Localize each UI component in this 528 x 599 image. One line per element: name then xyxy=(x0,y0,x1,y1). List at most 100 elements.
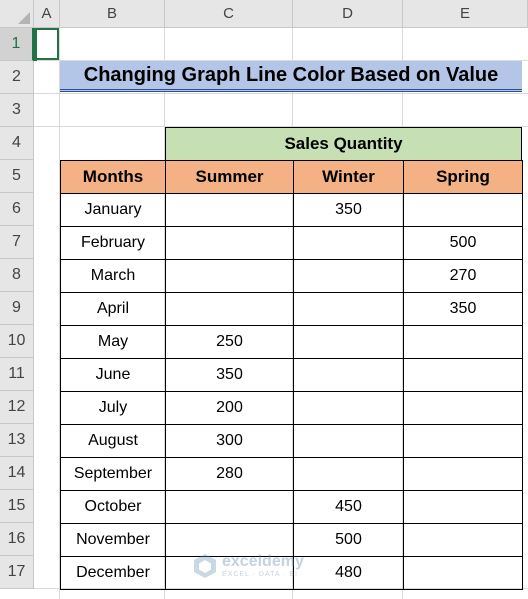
row-header-17[interactable]: 17 xyxy=(0,556,34,589)
gridline xyxy=(34,126,528,127)
gridline xyxy=(59,28,60,599)
winter-cell[interactable] xyxy=(293,424,404,458)
summer-cell[interactable] xyxy=(165,226,294,260)
month-cell[interactable]: September xyxy=(60,457,166,491)
table-row: May 250 xyxy=(60,325,523,359)
summer-cell[interactable]: 250 xyxy=(165,325,294,359)
winter-cell[interactable] xyxy=(293,226,404,260)
row-header-16[interactable]: 16 xyxy=(0,523,34,556)
table-row: June 350 xyxy=(60,358,523,392)
month-cell[interactable]: January xyxy=(60,193,166,227)
month-cell[interactable]: November xyxy=(60,523,166,557)
table-row: December 480 xyxy=(60,556,523,590)
row-header-1[interactable]: 1 xyxy=(0,28,34,61)
month-cell[interactable]: August xyxy=(60,424,166,458)
row-header-3[interactable]: 3 xyxy=(0,94,34,127)
summer-cell[interactable]: 350 xyxy=(165,358,294,392)
header-summer[interactable]: Summer xyxy=(165,160,294,194)
header-months[interactable]: Months xyxy=(60,160,166,194)
month-cell[interactable]: February xyxy=(60,226,166,260)
month-cell[interactable]: December xyxy=(60,556,166,590)
row-header-5[interactable]: 5 xyxy=(0,160,34,193)
winter-cell[interactable]: 500 xyxy=(293,523,404,557)
table-row: November 500 xyxy=(60,523,523,557)
table-row: April 350 xyxy=(60,292,523,326)
spring-cell[interactable] xyxy=(403,490,523,524)
sales-table: Months Summer Winter Spring January 350 … xyxy=(60,160,523,590)
column-header-b[interactable]: B xyxy=(60,0,165,28)
summer-cell[interactable] xyxy=(165,556,294,590)
column-header-d[interactable]: D xyxy=(293,0,403,28)
month-cell[interactable]: April xyxy=(60,292,166,326)
select-all-corner[interactable] xyxy=(0,0,34,28)
summer-cell[interactable]: 280 xyxy=(165,457,294,491)
row-header-2[interactable]: 2 xyxy=(0,61,34,94)
month-cell[interactable]: June xyxy=(60,358,166,392)
row-header-13[interactable]: 13 xyxy=(0,424,34,457)
active-cell-a1[interactable] xyxy=(34,28,59,60)
winter-cell[interactable] xyxy=(293,358,404,392)
table-row: October 450 xyxy=(60,490,523,524)
sheet-title[interactable]: Changing Graph Line Color Based on Value xyxy=(60,61,522,92)
summer-cell[interactable]: 300 xyxy=(165,424,294,458)
row-header-10[interactable]: 10 xyxy=(0,325,34,358)
table-row: September 280 xyxy=(60,457,523,491)
spring-cell[interactable]: 270 xyxy=(403,259,523,293)
winter-cell[interactable] xyxy=(293,325,404,359)
column-header-a[interactable]: A xyxy=(34,0,60,28)
row-header-9[interactable]: 9 xyxy=(0,292,34,325)
summer-cell[interactable]: 200 xyxy=(165,391,294,425)
column-header-c[interactable]: C xyxy=(165,0,293,28)
row-header-15[interactable]: 15 xyxy=(0,490,34,523)
month-cell[interactable]: March xyxy=(60,259,166,293)
spring-cell[interactable] xyxy=(403,193,523,227)
winter-cell[interactable] xyxy=(293,391,404,425)
header-spring[interactable]: Spring xyxy=(403,160,523,194)
spring-cell[interactable] xyxy=(403,391,523,425)
month-cell[interactable]: July xyxy=(60,391,166,425)
summer-cell[interactable] xyxy=(165,490,294,524)
column-header-e[interactable]: E xyxy=(403,0,528,28)
table-row: August 300 xyxy=(60,424,523,458)
winter-cell[interactable] xyxy=(293,457,404,491)
spring-cell[interactable] xyxy=(403,457,523,491)
exceldemy-logo-icon xyxy=(194,554,216,578)
row-header-14[interactable]: 14 xyxy=(0,457,34,490)
spring-cell[interactable] xyxy=(403,424,523,458)
winter-cell[interactable]: 480 xyxy=(293,556,404,590)
spring-cell[interactable] xyxy=(403,556,523,590)
summer-cell[interactable] xyxy=(165,259,294,293)
winter-cell[interactable] xyxy=(293,292,404,326)
sales-quantity-header[interactable]: Sales Quantity xyxy=(165,127,522,161)
spring-cell[interactable]: 500 xyxy=(403,226,523,260)
row-header-11[interactable]: 11 xyxy=(0,358,34,391)
spring-cell[interactable] xyxy=(403,523,523,557)
summer-cell[interactable] xyxy=(165,292,294,326)
spring-cell[interactable] xyxy=(403,325,523,359)
header-winter[interactable]: Winter xyxy=(293,160,404,194)
watermark: exceldemy EXCEL · DATA · BI xyxy=(192,553,304,579)
winter-cell[interactable]: 450 xyxy=(293,490,404,524)
summer-cell[interactable] xyxy=(165,523,294,557)
spring-cell[interactable] xyxy=(403,358,523,392)
table-row: July 200 xyxy=(60,391,523,425)
row-header-8[interactable]: 8 xyxy=(0,259,34,292)
winter-cell[interactable] xyxy=(293,259,404,293)
table-header-row: Months Summer Winter Spring xyxy=(60,160,523,194)
summer-cell[interactable] xyxy=(165,193,294,227)
table-row: March 270 xyxy=(60,259,523,293)
month-cell[interactable]: May xyxy=(60,325,166,359)
gridline xyxy=(34,93,528,94)
winter-cell[interactable]: 350 xyxy=(293,193,404,227)
row-header-4[interactable]: 4 xyxy=(0,127,34,160)
row-header-7[interactable]: 7 xyxy=(0,226,34,259)
gridline xyxy=(34,60,528,61)
month-cell[interactable]: October xyxy=(60,490,166,524)
spring-cell[interactable]: 350 xyxy=(403,292,523,326)
watermark-tagline: EXCEL · DATA · BI xyxy=(222,570,298,578)
table-row: January 350 xyxy=(60,193,523,227)
row-header-12[interactable]: 12 xyxy=(0,391,34,424)
row-header-6[interactable]: 6 xyxy=(0,193,34,226)
table-row: February 500 xyxy=(60,226,523,260)
